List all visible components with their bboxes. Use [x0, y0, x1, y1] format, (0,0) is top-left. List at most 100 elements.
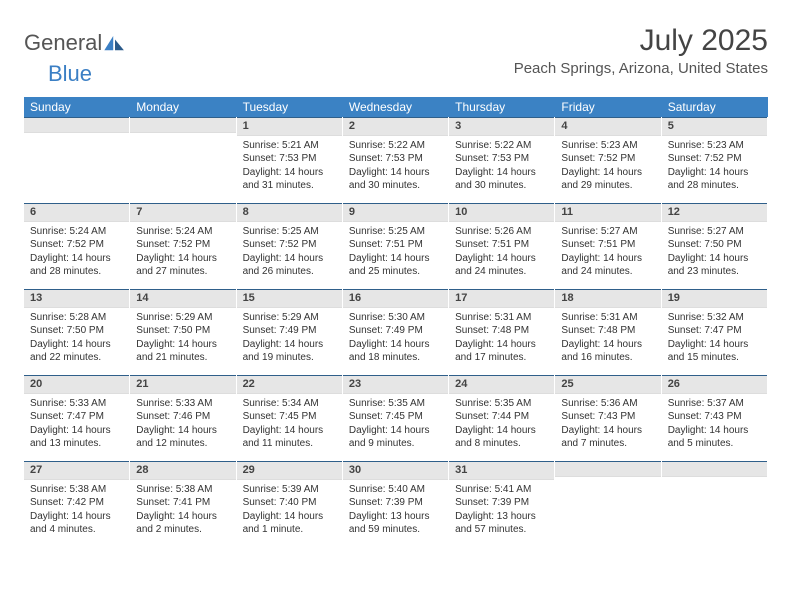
week-row: 1Sunrise: 5:21 AMSunset: 7:53 PMDaylight… — [24, 117, 768, 203]
sunrise-line: Sunrise: 5:22 AM — [455, 139, 548, 153]
daylight-line: Daylight: 14 hours and 18 minutes. — [349, 338, 442, 365]
calendar-cell: 17Sunrise: 5:31 AMSunset: 7:48 PMDayligh… — [449, 289, 555, 375]
calendar-cell: 31Sunrise: 5:41 AMSunset: 7:39 PMDayligh… — [449, 461, 555, 547]
daylight-line: Daylight: 14 hours and 2 minutes. — [136, 510, 229, 537]
sunrise-line: Sunrise: 5:29 AM — [136, 311, 229, 325]
cell-body: Sunrise: 5:21 AMSunset: 7:53 PMDaylight:… — [237, 136, 342, 199]
daylight-line: Daylight: 14 hours and 24 minutes. — [561, 252, 654, 279]
day-number: 8 — [237, 203, 342, 222]
calendar-cell: 27Sunrise: 5:38 AMSunset: 7:42 PMDayligh… — [24, 461, 130, 547]
sunset-line: Sunset: 7:52 PM — [30, 238, 123, 252]
sunset-line: Sunset: 7:42 PM — [30, 496, 123, 510]
cell-body: Sunrise: 5:41 AMSunset: 7:39 PMDaylight:… — [449, 480, 554, 543]
day-number: 28 — [130, 461, 235, 480]
day-number: 14 — [130, 289, 235, 308]
calendar-cell: 9Sunrise: 5:25 AMSunset: 7:51 PMDaylight… — [343, 203, 449, 289]
calendar-cell: 29Sunrise: 5:39 AMSunset: 7:40 PMDayligh… — [237, 461, 343, 547]
day-header: Sunday — [24, 97, 130, 117]
sunset-line: Sunset: 7:48 PM — [561, 324, 654, 338]
sunset-line: Sunset: 7:46 PM — [136, 410, 229, 424]
month-title: July 2025 — [514, 24, 768, 58]
sunrise-line: Sunrise: 5:35 AM — [349, 397, 442, 411]
daylight-line: Daylight: 14 hours and 15 minutes. — [668, 338, 761, 365]
sunrise-line: Sunrise: 5:30 AM — [349, 311, 442, 325]
day-number: 6 — [24, 203, 129, 222]
cell-body: Sunrise: 5:23 AMSunset: 7:52 PMDaylight:… — [662, 136, 767, 199]
day-number: 5 — [662, 117, 767, 136]
calendar-cell: 4Sunrise: 5:23 AMSunset: 7:52 PMDaylight… — [555, 117, 661, 203]
daylight-line: Daylight: 13 hours and 57 minutes. — [455, 510, 548, 537]
sunrise-line: Sunrise: 5:40 AM — [349, 483, 442, 497]
cell-body: Sunrise: 5:29 AMSunset: 7:49 PMDaylight:… — [237, 308, 342, 371]
calendar-cell: 15Sunrise: 5:29 AMSunset: 7:49 PMDayligh… — [237, 289, 343, 375]
sunrise-line: Sunrise: 5:38 AM — [136, 483, 229, 497]
day-number — [662, 461, 767, 477]
sunrise-line: Sunrise: 5:27 AM — [561, 225, 654, 239]
sunset-line: Sunset: 7:41 PM — [136, 496, 229, 510]
sunset-line: Sunset: 7:45 PM — [243, 410, 336, 424]
calendar-cell: 30Sunrise: 5:40 AMSunset: 7:39 PMDayligh… — [343, 461, 449, 547]
daylight-line: Daylight: 14 hours and 17 minutes. — [455, 338, 548, 365]
sunset-line: Sunset: 7:52 PM — [561, 152, 654, 166]
cell-body: Sunrise: 5:31 AMSunset: 7:48 PMDaylight:… — [555, 308, 660, 371]
cell-body: Sunrise: 5:24 AMSunset: 7:52 PMDaylight:… — [24, 222, 129, 285]
sunset-line: Sunset: 7:47 PM — [30, 410, 123, 424]
daylight-line: Daylight: 14 hours and 9 minutes. — [349, 424, 442, 451]
daylight-line: Daylight: 14 hours and 30 minutes. — [455, 166, 548, 193]
daylight-line: Daylight: 14 hours and 12 minutes. — [136, 424, 229, 451]
week-row: 27Sunrise: 5:38 AMSunset: 7:42 PMDayligh… — [24, 461, 768, 547]
sunrise-line: Sunrise: 5:21 AM — [243, 139, 336, 153]
sunset-line: Sunset: 7:50 PM — [30, 324, 123, 338]
calendar-cell: 7Sunrise: 5:24 AMSunset: 7:52 PMDaylight… — [130, 203, 236, 289]
sunset-line: Sunset: 7:52 PM — [136, 238, 229, 252]
calendar-cell: 13Sunrise: 5:28 AMSunset: 7:50 PMDayligh… — [24, 289, 130, 375]
cell-body: Sunrise: 5:34 AMSunset: 7:45 PMDaylight:… — [237, 394, 342, 457]
day-number: 12 — [662, 203, 767, 222]
daylight-line: Daylight: 14 hours and 25 minutes. — [349, 252, 442, 279]
day-number: 24 — [449, 375, 554, 394]
calendar-cell: 12Sunrise: 5:27 AMSunset: 7:50 PMDayligh… — [662, 203, 768, 289]
day-header: Saturday — [662, 97, 768, 117]
location-label: Peach Springs, Arizona, United States — [514, 60, 768, 77]
daylight-line: Daylight: 14 hours and 19 minutes. — [243, 338, 336, 365]
calendar-cell: 14Sunrise: 5:29 AMSunset: 7:50 PMDayligh… — [130, 289, 236, 375]
cell-body: Sunrise: 5:28 AMSunset: 7:50 PMDaylight:… — [24, 308, 129, 371]
sunset-line: Sunset: 7:51 PM — [561, 238, 654, 252]
calendar-cell: 5Sunrise: 5:23 AMSunset: 7:52 PMDaylight… — [662, 117, 768, 203]
sunset-line: Sunset: 7:50 PM — [668, 238, 761, 252]
cell-body: Sunrise: 5:22 AMSunset: 7:53 PMDaylight:… — [449, 136, 554, 199]
day-header: Monday — [130, 97, 236, 117]
day-number: 21 — [130, 375, 235, 394]
calendar-cell: 1Sunrise: 5:21 AMSunset: 7:53 PMDaylight… — [237, 117, 343, 203]
daylight-line: Daylight: 14 hours and 4 minutes. — [30, 510, 123, 537]
day-number — [130, 117, 235, 133]
day-number: 18 — [555, 289, 660, 308]
sunset-line: Sunset: 7:53 PM — [455, 152, 548, 166]
calendar-cell: 26Sunrise: 5:37 AMSunset: 7:43 PMDayligh… — [662, 375, 768, 461]
sunrise-line: Sunrise: 5:25 AM — [243, 225, 336, 239]
calendar-cell: 28Sunrise: 5:38 AMSunset: 7:41 PMDayligh… — [130, 461, 236, 547]
sunrise-line: Sunrise: 5:33 AM — [136, 397, 229, 411]
day-number: 26 — [662, 375, 767, 394]
day-number: 29 — [237, 461, 342, 480]
sunset-line: Sunset: 7:39 PM — [349, 496, 442, 510]
calendar-cell: 22Sunrise: 5:34 AMSunset: 7:45 PMDayligh… — [237, 375, 343, 461]
sunrise-line: Sunrise: 5:41 AM — [455, 483, 548, 497]
cell-body: Sunrise: 5:38 AMSunset: 7:41 PMDaylight:… — [130, 480, 235, 543]
day-number: 30 — [343, 461, 448, 480]
sunrise-line: Sunrise: 5:26 AM — [455, 225, 548, 239]
week-row: 13Sunrise: 5:28 AMSunset: 7:50 PMDayligh… — [24, 289, 768, 375]
cell-body: Sunrise: 5:25 AMSunset: 7:51 PMDaylight:… — [343, 222, 448, 285]
cell-body: Sunrise: 5:37 AMSunset: 7:43 PMDaylight:… — [662, 394, 767, 457]
cell-body — [555, 477, 660, 537]
calendar-cell: 25Sunrise: 5:36 AMSunset: 7:43 PMDayligh… — [555, 375, 661, 461]
sunset-line: Sunset: 7:45 PM — [349, 410, 442, 424]
week-row: 20Sunrise: 5:33 AMSunset: 7:47 PMDayligh… — [24, 375, 768, 461]
day-number: 13 — [24, 289, 129, 308]
day-number: 3 — [449, 117, 554, 136]
cell-body — [24, 133, 129, 193]
sunrise-line: Sunrise: 5:35 AM — [455, 397, 548, 411]
daylight-line: Daylight: 14 hours and 16 minutes. — [561, 338, 654, 365]
calendar-cell: 2Sunrise: 5:22 AMSunset: 7:53 PMDaylight… — [343, 117, 449, 203]
day-number: 31 — [449, 461, 554, 480]
